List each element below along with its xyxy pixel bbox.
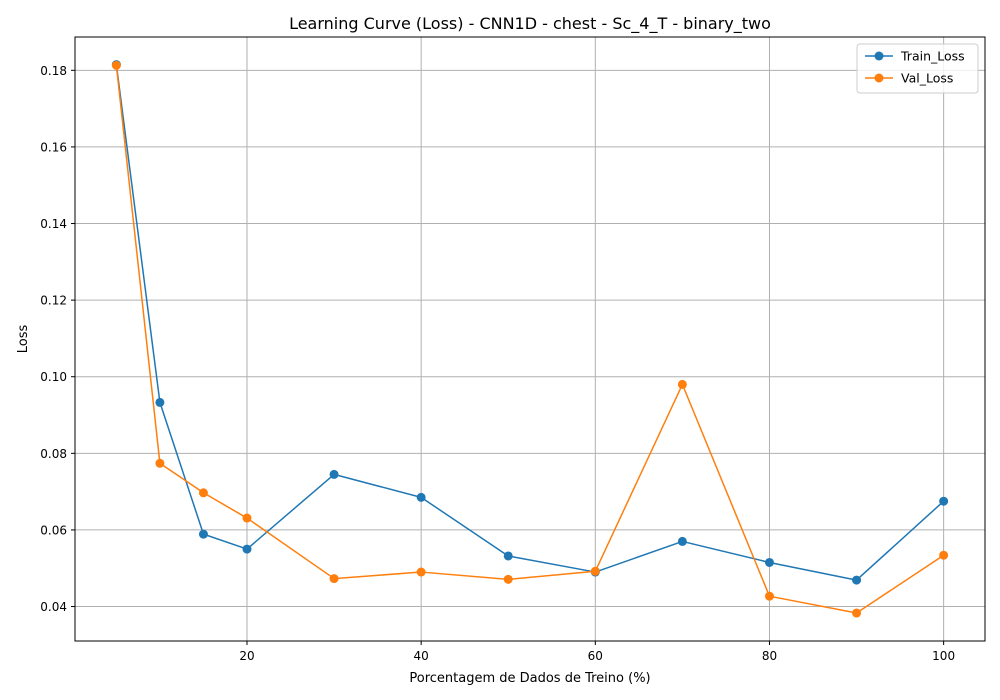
- data-point-val-loss: [198, 488, 208, 498]
- data-point-val-loss: [939, 550, 949, 560]
- data-point-val-loss: [155, 458, 165, 468]
- data-point-val-loss: [416, 567, 426, 577]
- y-axis-label: Loss: [16, 325, 31, 354]
- data-point-train-loss: [852, 575, 862, 585]
- data-point-train-loss: [416, 492, 426, 502]
- series-line-train-loss: [115, 64, 945, 581]
- y-tick-label: 0.04: [40, 600, 67, 614]
- grid: [75, 37, 985, 641]
- legend-label-val-loss: Val_Loss: [901, 71, 953, 86]
- chart-title: Learning Curve (Loss) - CNN1D - chest - …: [289, 14, 771, 34]
- data-point-val-loss: [503, 574, 513, 584]
- x-axis-label: Porcentagem de Dados de Treino (%): [409, 671, 650, 686]
- legend-marker-train-loss: [874, 51, 884, 61]
- data-point-train-loss: [155, 397, 165, 407]
- legend: Train_Loss Val_Loss: [856, 43, 979, 94]
- y-tick-label: 0.18: [40, 64, 67, 78]
- y-tick-label: 0.08: [40, 447, 67, 461]
- data-point-val-loss: [242, 513, 252, 523]
- y-tick-label: 0.10: [40, 370, 67, 384]
- y-tick-label: 0.06: [40, 523, 67, 537]
- data-point-val-loss: [111, 60, 121, 70]
- data-point-val-loss: [852, 608, 862, 618]
- series-layer: [111, 60, 949, 618]
- data-point-train-loss: [939, 496, 949, 506]
- x-tick-label: 80: [762, 649, 777, 663]
- series-train-loss: [111, 60, 949, 585]
- x-tick-label: 100: [932, 649, 955, 663]
- plot-frame: [74, 36, 986, 642]
- series-line-val-loss: [115, 65, 945, 614]
- data-point-train-loss: [677, 536, 687, 546]
- data-point-train-loss: [242, 544, 252, 554]
- data-point-train-loss: [329, 469, 339, 479]
- data-point-train-loss: [764, 557, 774, 567]
- data-point-val-loss: [677, 379, 687, 389]
- x-tick-label: 20: [239, 649, 254, 663]
- data-point-train-loss: [198, 529, 208, 539]
- data-point-val-loss: [590, 566, 600, 576]
- x-tick-label: 40: [414, 649, 429, 663]
- y-tick-label: 0.14: [40, 217, 67, 231]
- y-tick-label: 0.12: [40, 294, 67, 308]
- y-tick-label: 0.16: [40, 140, 67, 154]
- ticks: 20 40 60 80 100 0.04 0.06 0.08 0.10 0.12 0.14 0.16 0…: [40, 64, 955, 663]
- data-point-val-loss: [764, 591, 774, 601]
- x-tick-label: 60: [588, 649, 603, 663]
- series-val-loss: [111, 60, 949, 618]
- legend-label-train-loss: Train_Loss: [900, 49, 965, 64]
- data-point-train-loss: [503, 551, 513, 561]
- legend-marker-val-loss: [874, 73, 884, 83]
- data-point-val-loss: [329, 574, 339, 584]
